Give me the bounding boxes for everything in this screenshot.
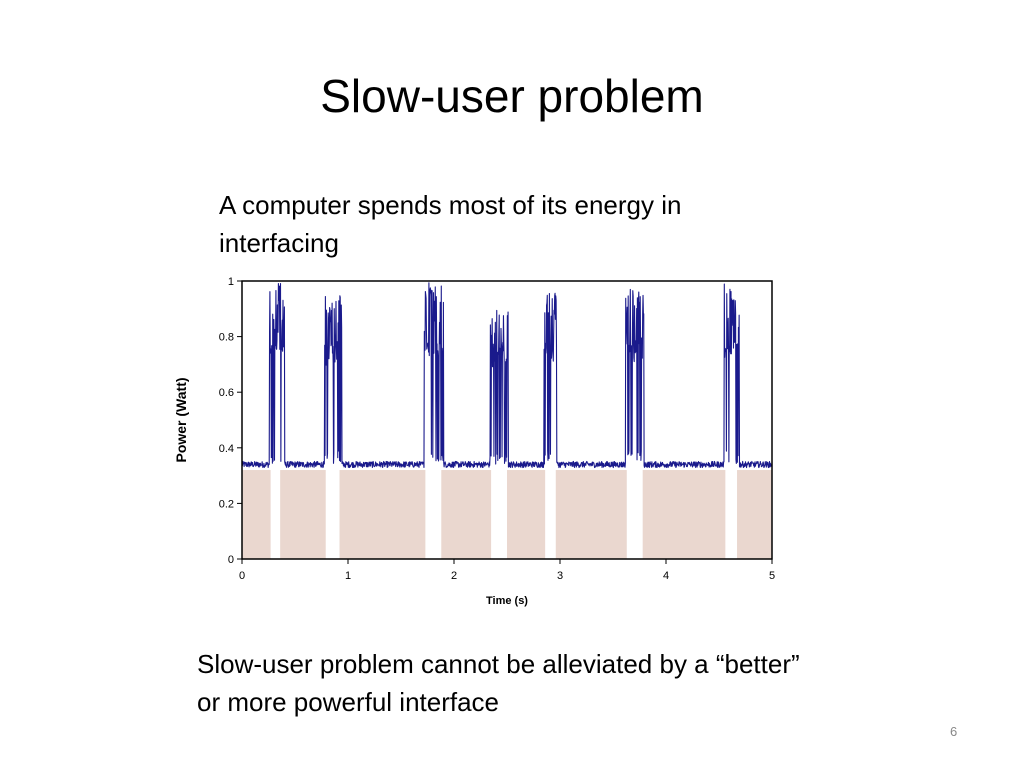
x-tick-label: 5 bbox=[769, 570, 775, 582]
idle-region-1 bbox=[242, 470, 271, 559]
power-signal bbox=[241, 282, 773, 469]
power-series-line bbox=[241, 282, 773, 469]
x-axis-ticks: 0 1 2 3 4 5 bbox=[239, 559, 775, 582]
page-number: 6 bbox=[950, 724, 958, 739]
y-axis-label: Power (Watt) bbox=[173, 377, 189, 462]
slide-title: Slow-user problem bbox=[320, 70, 704, 122]
y-tick-label: 0.2 bbox=[219, 498, 234, 510]
y-tick-label: 0.8 bbox=[219, 332, 234, 344]
idle-region-5 bbox=[507, 470, 546, 559]
intro-text: A computer spends most of its energy in … bbox=[219, 190, 682, 258]
power-chart: 0 1 2 3 4 5 0 0.2 0.4 0.6 0.8 1 Time (s) Power (Wa… bbox=[173, 276, 775, 607]
idle-region-4 bbox=[441, 470, 492, 559]
idle-region-7 bbox=[642, 470, 726, 559]
y-axis-ticks: 0 0.2 0.4 0.6 0.8 1 bbox=[219, 276, 242, 566]
idle-region-6 bbox=[555, 470, 627, 559]
idle-region-3 bbox=[339, 470, 426, 559]
x-axis-label: Time (s) bbox=[486, 595, 528, 607]
y-tick-label: 0.4 bbox=[219, 443, 234, 455]
idle-regions bbox=[242, 470, 772, 559]
y-tick-label: 1 bbox=[228, 276, 234, 288]
plot-frame bbox=[241, 280, 773, 560]
y-tick-label: 0 bbox=[228, 554, 234, 566]
conclusion-text: Slow-user problem cannot be alleviated b… bbox=[197, 649, 800, 717]
x-tick-label: 0 bbox=[239, 570, 245, 582]
x-tick-label: 2 bbox=[451, 570, 457, 582]
x-tick-label: 3 bbox=[557, 570, 563, 582]
x-tick-label: 4 bbox=[663, 570, 669, 582]
idle-region-2 bbox=[280, 470, 326, 559]
x-tick-label: 1 bbox=[345, 570, 351, 582]
idle-region-8 bbox=[737, 470, 772, 559]
y-tick-label: 0.6 bbox=[219, 387, 234, 399]
